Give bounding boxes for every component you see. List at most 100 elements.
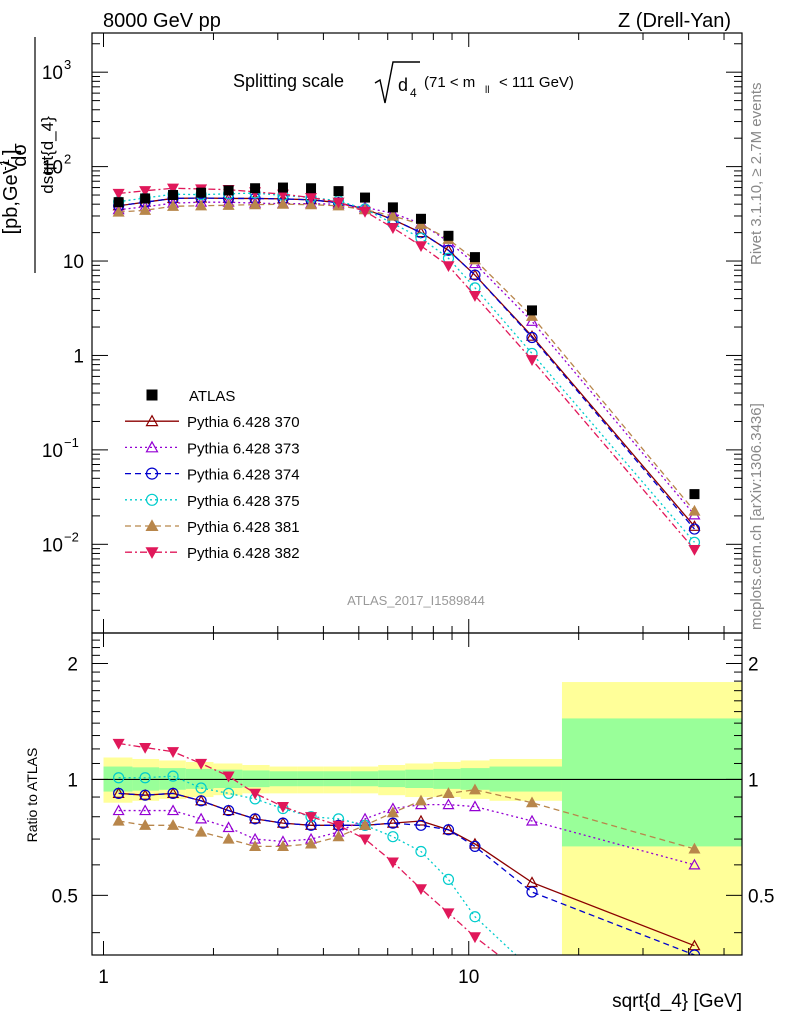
y-tick-exponent: −2 xyxy=(64,529,79,544)
data-point-marker xyxy=(195,782,207,794)
data-point-marker xyxy=(358,206,372,218)
y-tick-label: 10 xyxy=(42,158,63,179)
data-point-marker xyxy=(332,197,345,209)
y-tick-exponent: −1 xyxy=(64,435,79,450)
data-point-marker xyxy=(139,742,152,754)
data-point-marker xyxy=(139,789,151,801)
data-point-marker xyxy=(468,783,481,795)
legend-entry: Pythia 6.428 375 xyxy=(125,493,300,510)
data-point-marker xyxy=(113,197,124,208)
x-tick-label: 1 xyxy=(98,967,109,988)
y-tick-exponent: 2 xyxy=(64,152,71,167)
data-point-marker xyxy=(387,831,399,843)
data-point-marker xyxy=(525,329,539,341)
data-point-marker xyxy=(167,747,180,758)
data-point-marker xyxy=(249,840,262,851)
series-line xyxy=(118,187,695,550)
y-label-numerator: dσ xyxy=(9,143,31,167)
data-point-marker xyxy=(442,787,455,798)
data-point-marker xyxy=(469,252,480,263)
data-point-marker xyxy=(525,814,539,826)
data-point-marker xyxy=(688,858,701,870)
title-range-left: (71 < m xyxy=(424,74,475,91)
process-label: Z (Drell-Yan) xyxy=(618,10,731,32)
data-point-marker xyxy=(333,186,344,197)
title-radicand: d xyxy=(398,75,408,95)
data-point-marker xyxy=(468,291,481,302)
data-point-marker xyxy=(167,819,180,830)
data-point-marker xyxy=(469,840,481,852)
green-band-bin xyxy=(561,718,742,847)
data-point-marker xyxy=(469,911,481,923)
data-point-marker xyxy=(442,824,455,836)
data-point-marker xyxy=(414,226,427,238)
data-point-marker xyxy=(442,244,455,256)
data-point-marker xyxy=(113,787,125,799)
data-point-marker xyxy=(332,830,345,842)
data-point-marker xyxy=(525,310,539,321)
data-point-marker xyxy=(139,772,151,784)
data-point-marker xyxy=(167,770,179,782)
data-point-marker xyxy=(222,821,235,833)
data-point-marker xyxy=(386,806,399,818)
data-point-marker xyxy=(276,197,289,209)
x-tick-label: 10 xyxy=(458,967,479,988)
series-line xyxy=(118,197,695,527)
data-point-marker xyxy=(277,817,289,829)
data-point-marker xyxy=(195,825,208,837)
data-point-marker xyxy=(386,857,399,869)
ratio-y-label: Ratio to ATLAS xyxy=(24,748,40,843)
data-point-marker xyxy=(468,932,481,944)
data-point-marker xyxy=(688,949,701,955)
legend-label: Pythia 6.428 373 xyxy=(187,440,300,457)
data-point-marker xyxy=(249,813,261,825)
main-plot-frame xyxy=(91,32,743,634)
legend-entry: ATLAS xyxy=(146,388,235,405)
data-point-marker xyxy=(525,355,539,367)
data-point-marker xyxy=(145,467,159,480)
data-point-marker xyxy=(249,812,262,824)
ratio-series-group xyxy=(112,738,701,955)
data-point-marker xyxy=(146,389,158,401)
data-point-marker xyxy=(306,183,317,194)
analysis-watermark: ATLAS_2017_I1589844 xyxy=(347,593,485,608)
data-point-marker xyxy=(145,414,159,427)
data-point-marker xyxy=(387,202,398,213)
data-point-marker xyxy=(688,504,701,516)
data-point-marker xyxy=(113,772,125,784)
legend-entry: Pythia 6.428 373 xyxy=(125,440,300,457)
data-point-marker xyxy=(140,193,151,204)
green-band-bin xyxy=(242,770,270,788)
data-point-marker xyxy=(222,832,235,844)
title-range-right: < 111 GeV) xyxy=(499,74,574,91)
data-point-marker xyxy=(195,758,208,770)
data-point-marker xyxy=(145,493,159,506)
data-point-marker xyxy=(112,738,125,750)
legend-entry: Pythia 6.428 382 xyxy=(125,545,300,562)
ratio-series-pythia-6.428-375 xyxy=(113,770,517,955)
uncertainty-bands xyxy=(92,682,742,955)
ratio-series-line xyxy=(118,789,695,850)
atlas-data-points xyxy=(113,182,700,500)
data-point-marker xyxy=(250,183,261,194)
data-point-marker xyxy=(276,816,289,828)
data-point-marker xyxy=(525,796,539,808)
data-point-marker xyxy=(414,794,427,806)
ratio-y-tick-label-right: 2 xyxy=(748,654,759,675)
legend-label: Pythia 6.428 370 xyxy=(187,414,300,431)
data-point-marker xyxy=(222,198,235,210)
green-band-bin xyxy=(297,771,324,787)
x-axis-label: sqrt{d_4} [GeV] xyxy=(612,991,742,1012)
data-point-marker xyxy=(167,787,180,798)
title-radicand-sub: 4 xyxy=(410,86,417,100)
data-point-marker xyxy=(112,814,125,826)
data-point-marker xyxy=(139,186,152,197)
ratio-series-line xyxy=(118,792,695,955)
data-point-marker xyxy=(305,192,318,204)
y-axis-unit-label: [pb,GeV -1 ] xyxy=(0,149,22,234)
legend: ATLAS Pythia 6.428 370 Pythia 6.428 373 Pyt… xyxy=(125,388,300,562)
data-point-marker xyxy=(526,331,538,344)
green-band-bin xyxy=(378,770,406,788)
